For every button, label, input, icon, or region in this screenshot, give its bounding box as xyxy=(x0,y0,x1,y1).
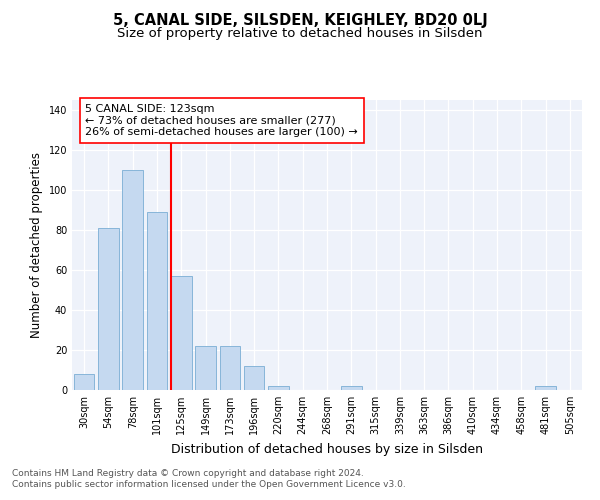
Bar xyxy=(74,374,94,390)
Bar xyxy=(244,366,265,390)
Text: 5, CANAL SIDE, SILSDEN, KEIGHLEY, BD20 0LJ: 5, CANAL SIDE, SILSDEN, KEIGHLEY, BD20 0… xyxy=(113,12,487,28)
Bar xyxy=(146,212,167,390)
Bar xyxy=(195,346,216,390)
Text: Contains public sector information licensed under the Open Government Licence v3: Contains public sector information licen… xyxy=(12,480,406,489)
Y-axis label: Number of detached properties: Number of detached properties xyxy=(30,152,43,338)
Bar xyxy=(535,386,556,390)
Text: Size of property relative to detached houses in Silsden: Size of property relative to detached ho… xyxy=(117,28,483,40)
Bar xyxy=(220,346,240,390)
Bar xyxy=(122,170,143,390)
Bar xyxy=(171,276,191,390)
Bar xyxy=(341,386,362,390)
Bar xyxy=(268,386,289,390)
Bar xyxy=(98,228,119,390)
Text: 5 CANAL SIDE: 123sqm
← 73% of detached houses are smaller (277)
26% of semi-deta: 5 CANAL SIDE: 123sqm ← 73% of detached h… xyxy=(85,104,358,137)
Text: Contains HM Land Registry data © Crown copyright and database right 2024.: Contains HM Land Registry data © Crown c… xyxy=(12,468,364,477)
Text: Distribution of detached houses by size in Silsden: Distribution of detached houses by size … xyxy=(171,442,483,456)
